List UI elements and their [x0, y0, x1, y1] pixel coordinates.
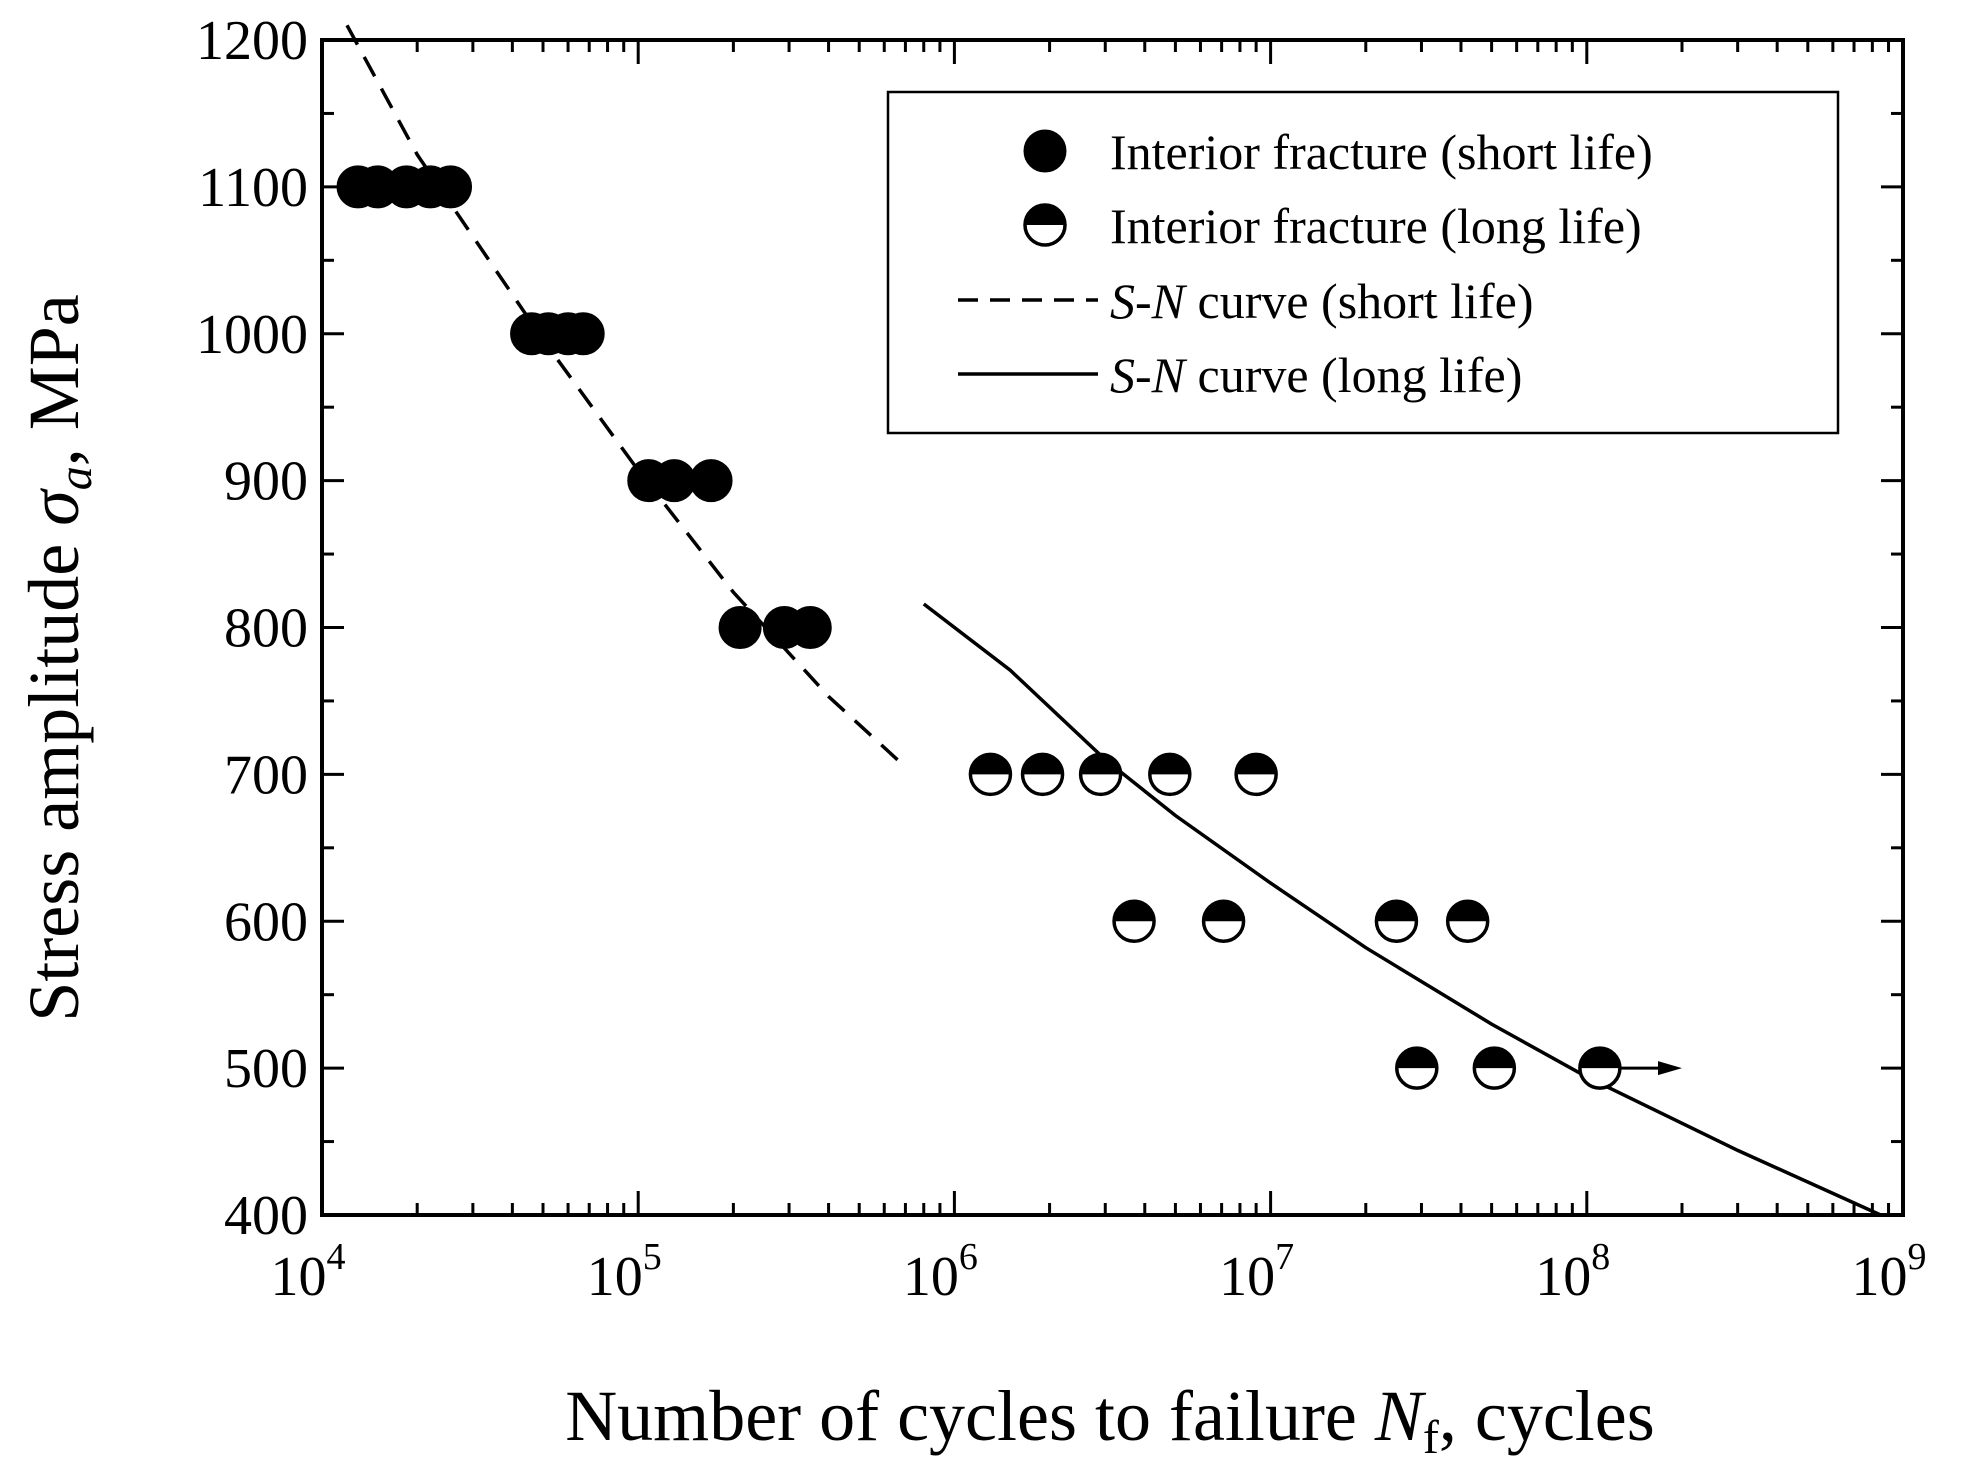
y-tick-label: 1100 [198, 157, 308, 219]
data-point-long-life [1445, 899, 1490, 943]
marker-top-fill [1579, 1048, 1620, 1069]
data-point-long-life [1112, 899, 1156, 943]
marker-top-fill [1025, 205, 1065, 225]
x-tick-label: 107 [1219, 1236, 1294, 1308]
x-tick-label: 104 [271, 1236, 346, 1308]
marker-top-fill [1396, 1048, 1437, 1069]
legend-label: Interior fracture (short life) [1110, 124, 1653, 180]
data-point-short-life [718, 606, 762, 649]
data-point-long-life [1201, 899, 1246, 943]
marker-top-fill [1114, 901, 1155, 922]
x-tick-label: 105 [587, 1236, 662, 1308]
data-point-long-life [1148, 752, 1192, 797]
y-tick-label: 800 [224, 598, 308, 660]
y-tick-label: 500 [224, 1038, 308, 1100]
sn-curve-short-life [345, 24, 907, 769]
marker-top-fill [1376, 901, 1417, 922]
x-tick-label: 108 [1535, 1236, 1610, 1308]
legend-symbol-half-circle [1023, 203, 1067, 247]
curves [345, 24, 1882, 1217]
legend-label: S-N curve (short life) [1110, 273, 1533, 329]
marker-top-fill [1236, 754, 1277, 775]
x-axis: 104 105 106 107 108 109 [271, 40, 1927, 1308]
y-axis: 400 500 600 700 800 900 1000 1100 1200 [196, 10, 1903, 1247]
data-point-long-life [1020, 752, 1065, 797]
x-tick-label: 109 [1852, 1236, 1927, 1308]
data-point-short-life [689, 459, 733, 503]
data-point-short-life [652, 459, 696, 503]
marker-top-fill [1447, 901, 1488, 922]
marker-top-fill [1203, 901, 1244, 922]
runout-arrow-head [1657, 1061, 1682, 1076]
marker-top-fill [1474, 1048, 1515, 1069]
data-point-long-life [968, 752, 1013, 797]
y-tick-label: 600 [224, 891, 308, 953]
y-tick-label: 1200 [196, 10, 308, 72]
legend: Interior fracture (short life) Interior f… [886, 90, 1840, 435]
y-axis-label: Stress amplitude σa, MPa [14, 294, 102, 1022]
data-point-long-life [1078, 752, 1123, 797]
y-tick-label: 400 [224, 1185, 308, 1247]
data-point-long-life [1395, 1046, 1439, 1090]
data-point-short-life [429, 165, 473, 209]
y-tick-label: 700 [224, 744, 308, 806]
legend-label: S-N curve (long life) [1110, 347, 1522, 403]
x-axis-label: Number of cycles to failure Nf, cycles [565, 1376, 1655, 1464]
data-point-long-life [1234, 752, 1278, 797]
marker-top-fill [970, 754, 1011, 775]
marker-top-fill [1080, 754, 1121, 775]
legend-symbol-filled-circle [1023, 129, 1067, 173]
y-tick-label: 900 [224, 451, 308, 513]
data-point-long-life [1472, 1046, 1517, 1090]
data-point-short-life [788, 606, 832, 649]
marker-top-fill [1022, 754, 1063, 775]
markers [336, 165, 1682, 1090]
data-point-long-life [1578, 1046, 1622, 1090]
data-point-short-life [561, 312, 605, 356]
data-point-long-life [1374, 899, 1419, 943]
marker-top-fill [1149, 754, 1190, 775]
legend-label: Interior fracture (long life) [1110, 198, 1642, 254]
sn-curve-long-life [922, 602, 1882, 1217]
y-tick-label: 1000 [196, 304, 308, 366]
x-tick-label: 106 [903, 1236, 978, 1308]
